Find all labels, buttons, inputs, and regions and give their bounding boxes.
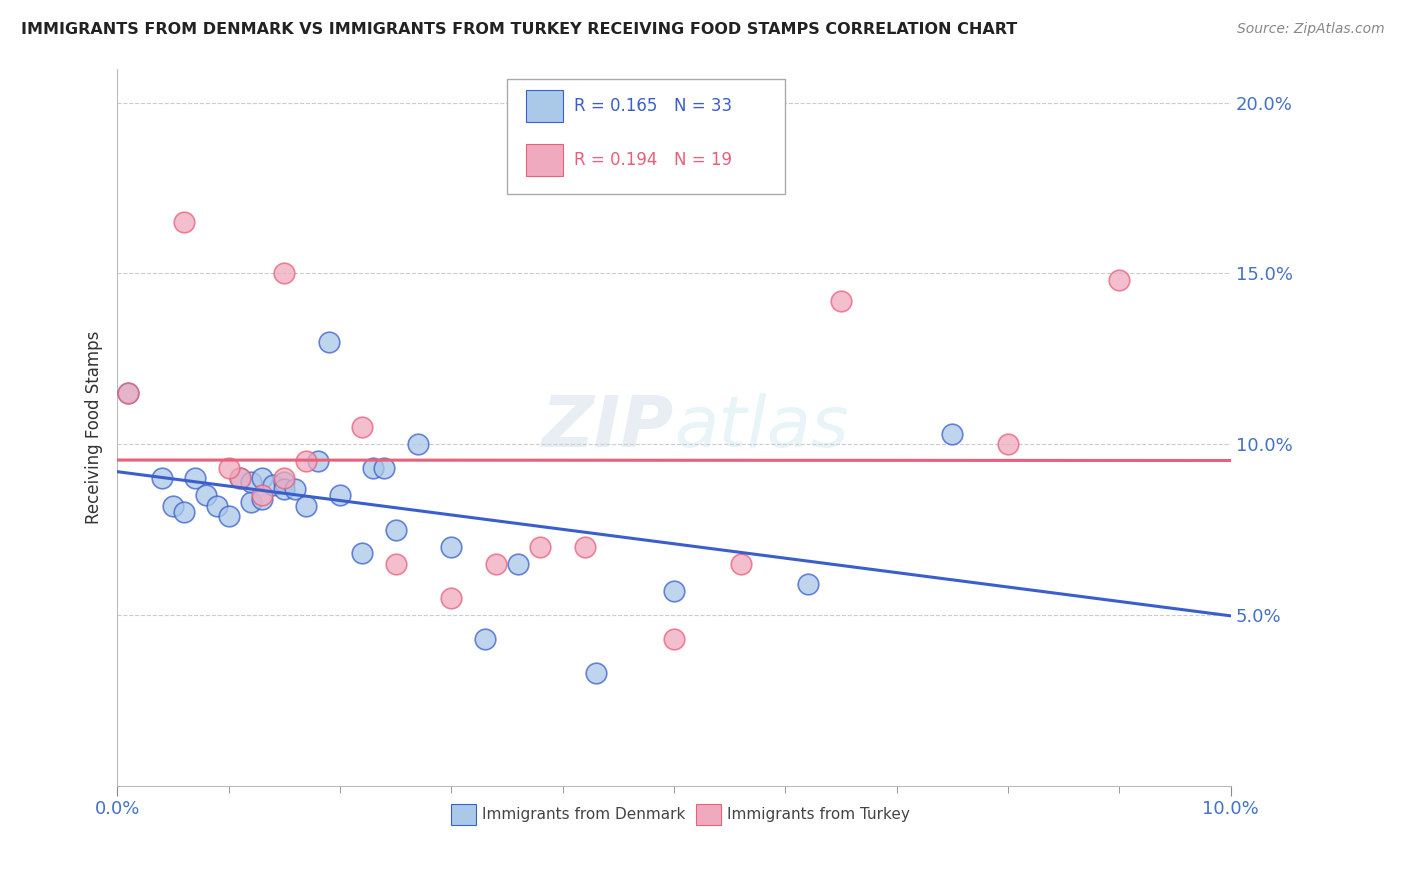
Point	[730, 557, 752, 571]
Text: R = 0.194: R = 0.194	[574, 151, 657, 169]
Point	[474, 632, 496, 646]
Point	[228, 471, 250, 485]
Point	[195, 488, 218, 502]
Point	[373, 461, 395, 475]
Text: Immigrants from Denmark: Immigrants from Denmark	[482, 807, 686, 822]
Text: ZIP: ZIP	[541, 392, 673, 462]
Point	[830, 293, 852, 308]
Y-axis label: Receiving Food Stamps: Receiving Food Stamps	[86, 330, 103, 524]
Text: N = 19: N = 19	[673, 151, 733, 169]
Point	[250, 471, 273, 485]
Point	[440, 540, 463, 554]
Text: R = 0.165: R = 0.165	[574, 97, 657, 115]
Point	[218, 508, 240, 523]
Point	[273, 267, 295, 281]
FancyBboxPatch shape	[451, 804, 475, 825]
Point	[173, 506, 195, 520]
Point	[662, 584, 685, 599]
Text: Source: ZipAtlas.com: Source: ZipAtlas.com	[1237, 22, 1385, 37]
Point	[184, 471, 207, 485]
Point	[352, 546, 374, 560]
FancyBboxPatch shape	[526, 144, 562, 176]
Point	[574, 540, 596, 554]
Text: Immigrants from Turkey: Immigrants from Turkey	[727, 807, 910, 822]
Point	[529, 540, 551, 554]
Point	[295, 454, 318, 468]
Point	[117, 386, 139, 401]
Point	[941, 426, 963, 441]
Point	[363, 461, 385, 475]
Point	[228, 471, 250, 485]
Point	[796, 577, 818, 591]
Point	[1108, 273, 1130, 287]
Point	[250, 491, 273, 506]
Point	[150, 471, 173, 485]
Point	[250, 488, 273, 502]
Text: N = 33: N = 33	[673, 97, 733, 115]
Point	[406, 437, 429, 451]
Point	[273, 482, 295, 496]
Text: atlas: atlas	[673, 392, 849, 462]
Point	[997, 437, 1019, 451]
Point	[440, 591, 463, 605]
Point	[318, 334, 340, 349]
Text: IMMIGRANTS FROM DENMARK VS IMMIGRANTS FROM TURKEY RECEIVING FOOD STAMPS CORRELAT: IMMIGRANTS FROM DENMARK VS IMMIGRANTS FR…	[21, 22, 1018, 37]
Point	[307, 454, 329, 468]
FancyBboxPatch shape	[508, 79, 786, 194]
FancyBboxPatch shape	[526, 90, 562, 122]
Point	[384, 557, 406, 571]
Point	[207, 499, 229, 513]
Point	[173, 215, 195, 229]
Point	[262, 478, 284, 492]
Point	[384, 523, 406, 537]
Point	[485, 557, 508, 571]
Point	[162, 499, 184, 513]
Point	[585, 665, 607, 680]
Point	[239, 475, 262, 489]
Point	[506, 557, 529, 571]
Point	[273, 471, 295, 485]
Point	[295, 499, 318, 513]
Point	[284, 482, 307, 496]
Point	[239, 495, 262, 509]
Point	[329, 488, 352, 502]
Point	[218, 461, 240, 475]
Point	[273, 475, 295, 489]
FancyBboxPatch shape	[696, 804, 721, 825]
Point	[662, 632, 685, 646]
Point	[352, 420, 374, 434]
Point	[117, 386, 139, 401]
